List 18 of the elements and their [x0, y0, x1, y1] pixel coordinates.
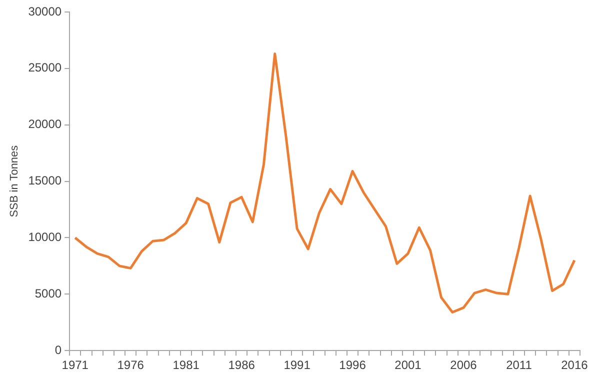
x-tick-label: 1981 [172, 358, 200, 372]
y-tick-label: 30000 [28, 4, 62, 18]
y-tick-label: 15000 [28, 174, 62, 188]
x-tick-label: 1996 [339, 358, 366, 372]
y-tick-label: 5000 [34, 286, 62, 300]
x-tick-label: 1976 [117, 358, 144, 372]
x-tick-label: 2011 [506, 358, 532, 372]
y-tick-label: 10000 [28, 230, 62, 244]
y-axis-title: SSB in Tonnes [8, 144, 21, 218]
y-tick-label: 25000 [28, 60, 62, 75]
x-tick-label: 1991 [284, 358, 311, 372]
x-tick-label: 1986 [228, 358, 256, 372]
x-tick-label: 2006 [450, 358, 478, 372]
x-tick-label: 2016 [561, 358, 588, 372]
x-tick-label: 1971 [62, 358, 89, 372]
x-tick-label: 2001 [394, 358, 422, 372]
y-tick-label: 20000 [28, 117, 62, 132]
y-tick-label: 0 [54, 342, 62, 357]
